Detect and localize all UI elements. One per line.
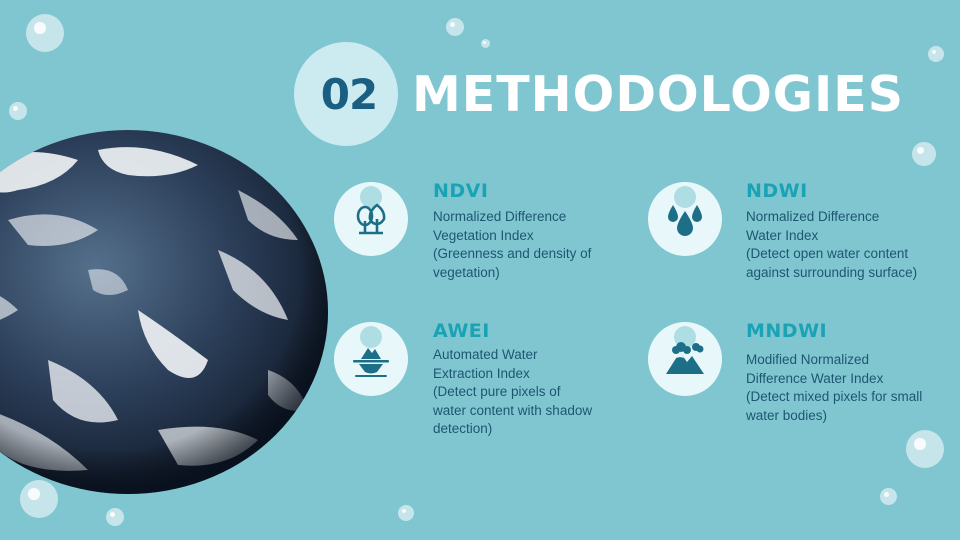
description-line: (Detect mixed pixels for small — [746, 389, 923, 404]
bubble-decoration — [26, 14, 64, 52]
bubble-decoration — [398, 505, 414, 521]
description-line: water content with shadow — [433, 402, 593, 418]
method-icon-badge — [334, 182, 408, 256]
description-line: vegetation) — [433, 264, 500, 280]
description-line: Automated Water — [433, 347, 538, 362]
slide-title: METHODOLOGIES — [412, 65, 904, 123]
bubble-decoration — [880, 488, 897, 505]
description-line: (Detect pure pixels of — [433, 384, 561, 399]
earth-globe-image — [0, 130, 328, 494]
description-line: against surrounding surface) — [746, 264, 918, 280]
section-number-badge: 02 — [294, 42, 398, 146]
bubble-decoration — [20, 480, 58, 518]
method-icon-badge — [648, 322, 722, 396]
description-line: Water Index — [746, 227, 819, 243]
method-icon-badge — [334, 322, 408, 396]
description-line: (Detect open water content — [746, 246, 909, 261]
bubble-decoration — [9, 102, 27, 120]
mountain-icon — [666, 342, 704, 374]
description-line: Modified Normalized — [746, 352, 870, 367]
bubble-decoration — [928, 46, 944, 62]
description-line: Extraction Index — [433, 365, 530, 381]
method-name: AWEI — [433, 320, 490, 342]
description-line: Normalized Difference — [746, 209, 880, 224]
description-line: (Greenness and density of — [433, 246, 592, 261]
tree-icon — [356, 203, 386, 235]
method-description: Normalized Difference Water Index (Detec… — [746, 208, 960, 282]
bubble-decoration — [906, 430, 944, 468]
method-description: Automated Water Extraction Index (Detect… — [433, 346, 653, 439]
slide-header: 02 METHODOLOGIES — [294, 42, 904, 146]
section-number: 02 — [320, 69, 378, 119]
water-drops-icon — [668, 205, 702, 236]
method-description: Modified Normalized Difference Water Ind… — [746, 351, 960, 425]
description-line: Normalized Difference — [433, 209, 567, 224]
bubble-decoration — [446, 18, 464, 36]
description-line: Vegetation Index — [433, 227, 534, 243]
method-name: NDWI — [746, 180, 808, 202]
method-name: NDVI — [433, 180, 489, 202]
bubble-decoration — [481, 39, 490, 48]
method-description: Normalized Difference Vegetation Index (… — [433, 208, 653, 282]
bubble-decoration — [912, 142, 936, 166]
method-name: MNDWI — [746, 320, 828, 342]
description-line: detection) — [433, 421, 493, 436]
iceberg-icon — [353, 348, 389, 377]
method-icon-badge — [648, 182, 722, 256]
bubble-decoration — [106, 508, 124, 526]
description-line: Difference Water Index — [746, 370, 884, 386]
description-line: water bodies) — [746, 407, 828, 423]
